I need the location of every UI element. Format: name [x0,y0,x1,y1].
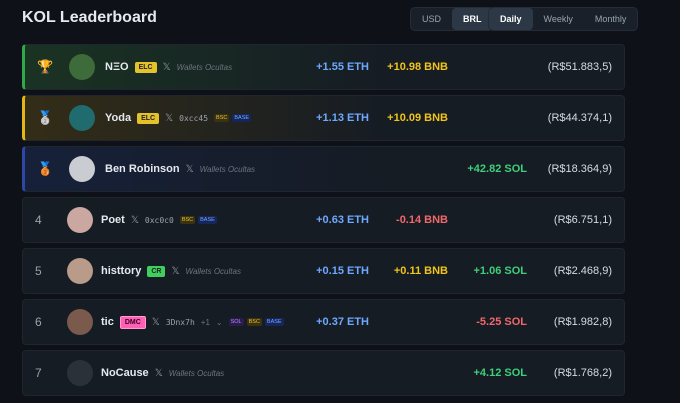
bnb-pnl: +10.98 BNB [387,61,448,73]
avatar [67,309,93,335]
sol-pnl: -5.25 SOL [476,316,527,328]
leaderboard-row[interactable]: 7 NoCause 𝕏 Wallets Ocultas +4.12 SOL (R$1.76… [22,350,625,396]
toggle-option[interactable]: Daily [489,8,533,30]
wallet-address[interactable]: 3Dnx7h [165,317,195,327]
avatar [67,360,93,386]
chain-tag: SOL [228,318,244,326]
kol-badge: DMC [119,315,146,329]
toggle-option[interactable]: USD [422,14,442,24]
rank: 5 [35,264,42,278]
wallet-status: Wallets Ocultas [199,164,256,174]
wallet-status: Wallets Ocultas [185,266,241,276]
x-icon[interactable]: 𝕏 [162,61,171,73]
eth-pnl: +0.37 ETH [316,316,369,328]
chain-tag: BSC [246,318,262,326]
kol-info: Poet 𝕏 0xc0c0 BSC BASE [101,198,217,242]
kol-badge: ELC [134,61,157,73]
chain-tag: BASE [232,114,252,122]
bnb-pnl: +10.09 BNB [387,112,448,124]
avatar [69,105,95,131]
kol-name[interactable]: NoCause [101,367,149,379]
avatar [67,258,93,284]
kol-name[interactable]: histtory [101,265,142,277]
avatar [67,207,93,233]
period-toggle: Daily Weekly Monthly [488,7,639,31]
kol-name[interactable]: Yoda [105,112,132,124]
kol-name[interactable]: Ben Robinson [105,163,180,175]
x-icon[interactable]: 𝕏 [185,163,194,175]
sol-pnl: +4.12 SOL [473,367,527,379]
x-icon[interactable]: 𝕏 [165,112,174,124]
eth-pnl: +0.63 ETH [316,214,369,226]
kol-info: NΞO ELC 𝕏 Wallets Ocultas [105,45,232,89]
toggle-option[interactable]: BRL [452,8,493,30]
extra-wallets: +1 [200,317,210,327]
eth-pnl: +1.55 ETH [316,61,369,73]
kol-badge: CR [147,265,166,277]
wallet-status: Wallets Ocultas [168,368,225,378]
x-icon[interactable]: 𝕏 [154,367,163,379]
total-value: (R$6.751,1) [553,214,612,226]
bnb-pnl: +0.11 BNB [393,265,448,277]
total-value: (R$44.374,1) [547,112,612,124]
chain-tag: BSC [214,114,230,122]
wallet-address[interactable]: 0xcc45 [179,113,209,123]
kol-name[interactable]: NΞO [105,61,129,73]
kol-info: Ben Robinson 𝕏 Wallets Ocultas [105,147,255,191]
x-icon[interactable]: 𝕏 [171,265,180,277]
kol-name[interactable]: Poet [101,214,125,226]
chain-tag: BASE [198,216,217,224]
chain-tag: BASE [264,318,284,326]
sol-pnl: +42.82 SOL [467,163,527,175]
eth-pnl: +0.15 ETH [316,265,369,277]
wallet-status: Wallets Ocultas [176,62,233,72]
chevron: ⌄ [215,317,223,327]
total-value: (R$1.768,2) [553,367,612,379]
wallet-address[interactable]: 0xc0c0 [144,215,174,225]
toggle-option[interactable]: Weekly [543,14,573,24]
eth-pnl: +1.13 ETH [316,112,369,124]
leaderboard-row[interactable]: 🏆 NΞO ELC 𝕏 Wallets Ocultas +1.55 ETH +10.98 B… [22,44,625,90]
leaderboard-row[interactable]: 🥈 Yoda ELC 𝕏 0xcc45 BSC BASE +1.13 ETH +10.09 BN… [22,95,625,141]
kol-name[interactable]: tic [101,316,114,328]
currency-toggle: USD BRL [410,7,494,31]
chain-tag: BSC [179,216,196,224]
total-value: (R$51.883,5) [547,61,612,73]
kol-info: histtory CR 𝕏 Wallets Ocultas [101,249,241,293]
total-value: (R$18.364,9) [547,163,612,175]
kol-info: Yoda ELC 𝕏 0xcc45 BSC BASE [105,96,252,140]
kol-info: tic DMC 𝕏 3Dnx7h +1 ⌄ SOL BSC BASE [101,300,284,344]
kol-badge: ELC [137,112,160,124]
total-value: (R$2.468,9) [553,265,612,277]
leaderboard-row[interactable]: 5 histtory CR 𝕏 Wallets Ocultas +0.15 ETH +0.1… [22,248,625,294]
rank: 7 [35,366,42,380]
leaderboard-row[interactable]: 4 Poet 𝕏 0xc0c0 BSC BASE +0.63 ETH -0.14 BNB (R$… [22,197,625,243]
leaderboard-row[interactable]: 6 tic DMC 𝕏 3Dnx7h +1 ⌄ SOL BSC BASE +0.37 ETH -5.2… [22,299,625,345]
avatar [69,54,95,80]
x-icon[interactable]: 𝕏 [130,214,139,226]
kol-info: NoCause 𝕏 Wallets Ocultas [101,351,224,395]
toggle-option[interactable]: Monthly [594,14,627,24]
total-value: (R$1.982,8) [553,316,612,328]
x-icon[interactable]: 𝕏 [151,316,160,328]
medal-icon: 🥈 [37,110,54,125]
leaderboard-row[interactable]: 🥉 Ben Robinson 𝕏 Wallets Ocultas +42.82 SOL (… [22,146,625,192]
sol-pnl: +1.06 SOL [473,265,527,277]
avatar [69,156,95,182]
bnb-pnl: -0.14 BNB [396,214,448,226]
medal-icon: 🏆 [37,59,54,74]
medal-icon: 🥉 [37,161,54,176]
rank: 6 [35,315,42,329]
page-title: KOL Leaderboard [22,9,157,26]
rank: 4 [35,213,42,227]
